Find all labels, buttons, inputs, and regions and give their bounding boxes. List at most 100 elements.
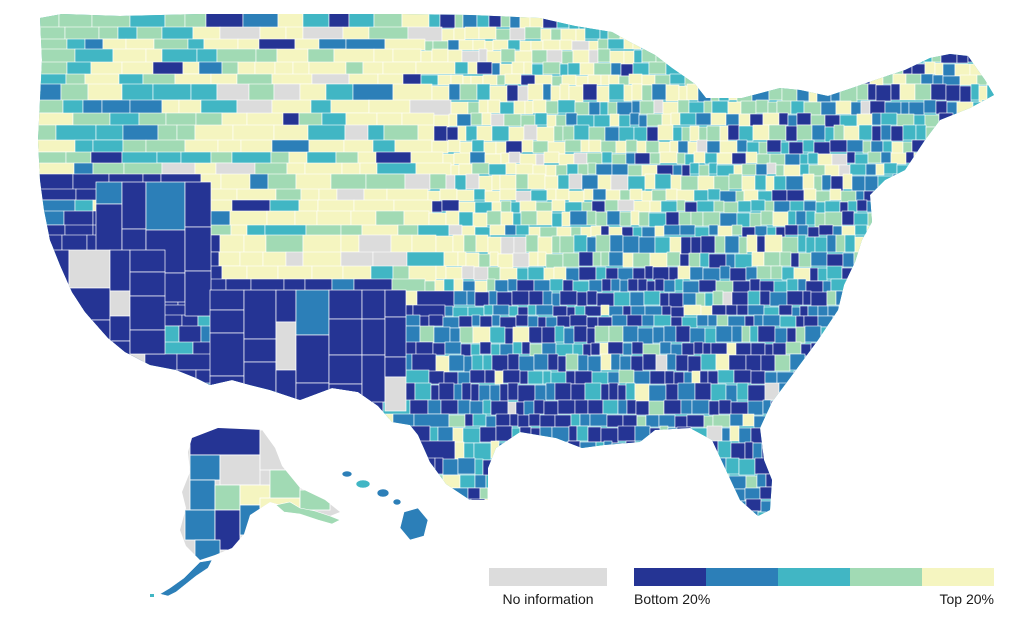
county xyxy=(905,151,915,164)
county xyxy=(586,290,598,306)
county xyxy=(75,369,100,386)
county xyxy=(100,498,138,513)
county xyxy=(634,425,651,442)
county xyxy=(107,510,130,516)
county xyxy=(974,511,993,516)
county xyxy=(776,100,792,115)
county xyxy=(931,188,945,201)
county xyxy=(981,99,994,114)
county xyxy=(517,85,529,103)
county xyxy=(793,370,806,385)
county xyxy=(833,14,849,29)
county xyxy=(890,304,901,316)
county xyxy=(838,401,857,417)
county xyxy=(787,114,798,128)
county xyxy=(738,125,754,142)
county xyxy=(860,415,871,429)
county xyxy=(591,200,606,213)
county xyxy=(867,235,883,254)
county xyxy=(676,458,692,476)
county xyxy=(822,73,835,85)
county xyxy=(971,459,985,477)
county xyxy=(943,370,959,385)
county xyxy=(778,112,789,126)
county xyxy=(675,354,689,372)
county xyxy=(976,291,987,307)
county xyxy=(813,141,831,155)
county xyxy=(567,440,581,459)
county xyxy=(954,236,969,255)
county xyxy=(555,164,568,177)
county xyxy=(649,200,662,213)
county xyxy=(799,153,809,166)
county xyxy=(582,343,592,357)
county xyxy=(638,211,650,227)
county xyxy=(665,62,682,76)
county xyxy=(750,342,766,356)
county xyxy=(706,140,721,154)
county xyxy=(584,382,602,401)
county xyxy=(609,50,625,65)
county xyxy=(565,458,580,476)
county xyxy=(824,28,843,42)
county xyxy=(935,100,948,115)
county xyxy=(896,342,911,356)
county xyxy=(985,291,994,307)
county xyxy=(675,473,688,488)
county xyxy=(515,173,529,190)
county xyxy=(745,151,758,164)
county xyxy=(630,355,644,373)
county xyxy=(922,400,936,416)
county xyxy=(735,39,752,51)
county xyxy=(448,414,466,428)
county xyxy=(815,190,831,203)
county xyxy=(649,252,668,268)
county xyxy=(567,474,584,489)
county xyxy=(803,188,817,201)
county xyxy=(762,399,772,415)
county xyxy=(569,314,588,327)
county xyxy=(693,189,709,202)
county xyxy=(38,413,78,428)
county xyxy=(766,162,777,175)
county xyxy=(689,327,706,345)
county xyxy=(546,188,557,201)
county xyxy=(764,343,774,357)
county xyxy=(95,181,123,205)
county xyxy=(718,84,730,102)
county xyxy=(828,487,842,501)
county xyxy=(302,26,344,40)
county xyxy=(504,224,517,236)
county xyxy=(545,510,560,516)
county xyxy=(798,252,812,268)
county xyxy=(943,14,957,28)
county xyxy=(750,370,766,385)
county xyxy=(847,200,858,213)
county xyxy=(952,26,969,40)
county xyxy=(579,441,597,460)
county xyxy=(688,511,702,516)
county xyxy=(443,251,459,267)
county xyxy=(534,74,553,86)
county xyxy=(554,325,565,343)
county xyxy=(586,152,603,165)
county xyxy=(471,354,484,372)
county xyxy=(880,151,892,164)
county xyxy=(542,290,553,306)
county xyxy=(886,325,905,343)
county xyxy=(654,74,671,86)
county xyxy=(831,153,848,166)
county xyxy=(435,265,447,280)
county xyxy=(610,62,622,76)
county xyxy=(704,152,718,165)
county xyxy=(716,152,733,165)
county xyxy=(467,61,478,75)
county xyxy=(841,225,856,237)
county xyxy=(568,14,580,30)
county xyxy=(837,355,852,373)
county xyxy=(431,140,449,154)
county xyxy=(666,353,677,371)
county xyxy=(778,48,791,63)
county xyxy=(517,384,536,403)
county xyxy=(136,498,178,516)
